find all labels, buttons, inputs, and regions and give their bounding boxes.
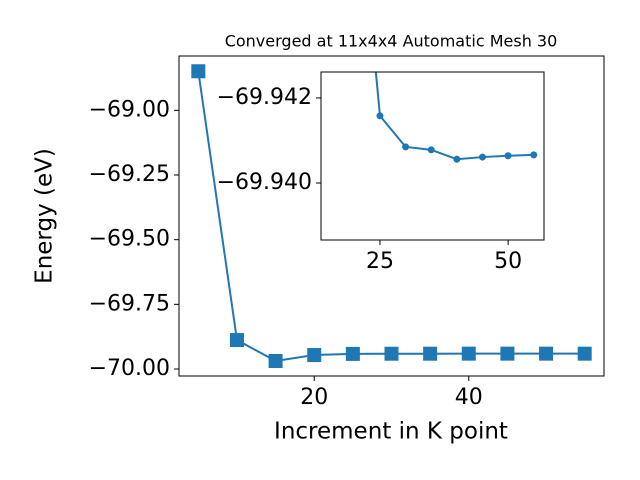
y-tick-label: −69.25 <box>89 162 170 187</box>
data-point <box>423 346 438 361</box>
y-tick-label: −69.50 <box>89 227 170 252</box>
data-point <box>453 155 461 163</box>
data-point <box>504 152 512 160</box>
x-tick-label: 50 <box>494 249 522 274</box>
data-point <box>307 348 322 363</box>
data-point <box>191 64 206 79</box>
plot-content <box>374 72 538 163</box>
data-point <box>229 333 244 348</box>
y-tick-label: −69.940 <box>217 170 312 195</box>
data-point <box>577 346 592 361</box>
data-point <box>461 346 476 361</box>
axes-frame <box>320 71 545 241</box>
axes-frame <box>178 55 605 377</box>
y-tick-label: −69.942 <box>217 85 312 110</box>
y-tick-label: −69.00 <box>89 97 170 122</box>
data-point <box>402 143 410 151</box>
y-tick-label: −70.00 <box>89 356 170 381</box>
data-point <box>539 346 554 361</box>
x-tick-label: 20 <box>300 385 328 410</box>
data-point <box>384 346 399 361</box>
x-axis-label: Increment in K point <box>274 419 508 445</box>
data-point <box>478 153 486 161</box>
x-tick-label: 40 <box>455 385 483 410</box>
data-point <box>427 146 435 154</box>
y-axis-label: Energy (eV) <box>32 148 58 284</box>
data-point <box>530 151 538 159</box>
plot-content <box>191 64 592 368</box>
data-point <box>376 112 384 120</box>
data-point <box>268 353 283 368</box>
data-point <box>345 346 360 361</box>
y-tick-label: −69.75 <box>89 291 170 316</box>
x-tick-label: 25 <box>366 249 394 274</box>
chart-title: Converged at 11x4x4 Automatic Mesh 30 <box>225 32 558 51</box>
data-point <box>500 346 515 361</box>
